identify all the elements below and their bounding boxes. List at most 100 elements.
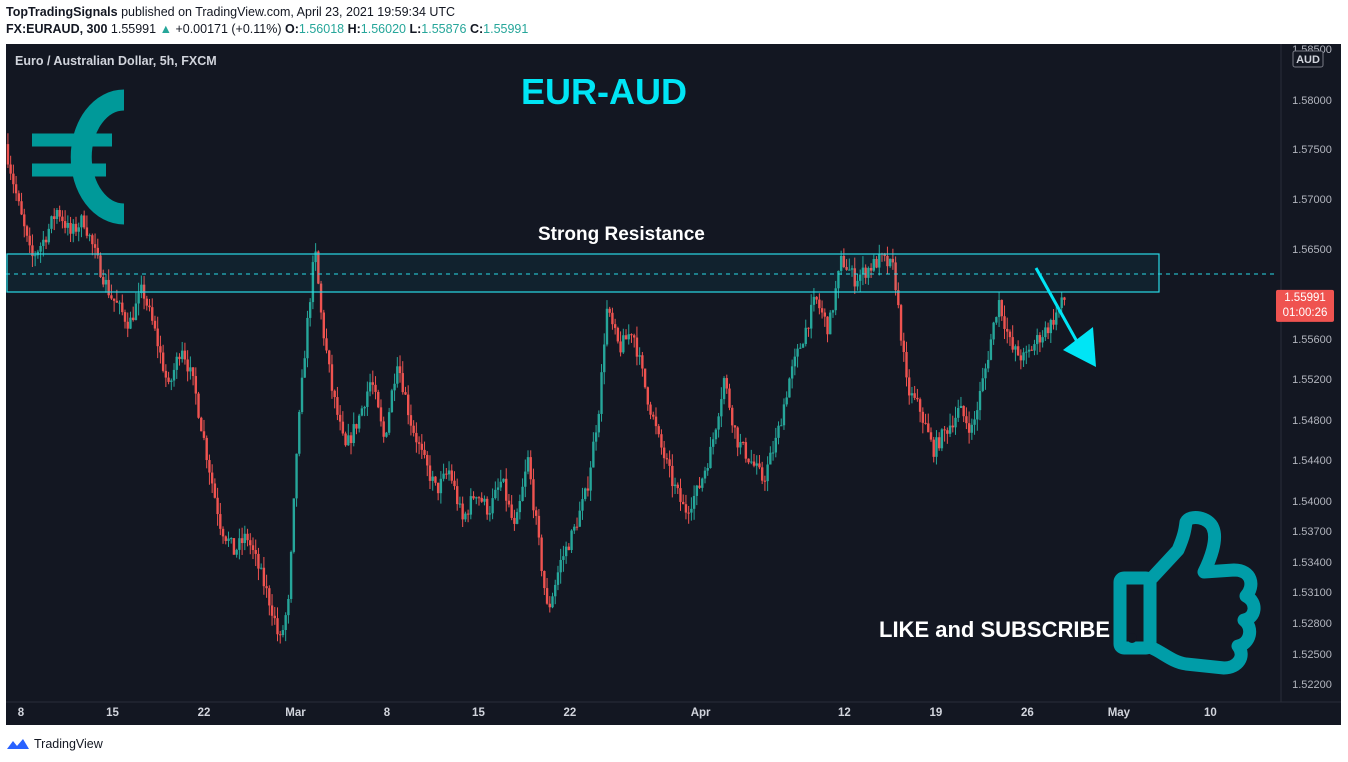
- candle: [249, 533, 252, 555]
- candle: [513, 509, 516, 531]
- candle: [842, 248, 846, 269]
- candle: [1035, 328, 1039, 355]
- candle: [744, 437, 748, 463]
- candle: [311, 255, 315, 310]
- candle: [543, 570, 546, 595]
- candle: [221, 526, 225, 544]
- candle: [908, 369, 911, 405]
- candle: [654, 407, 658, 435]
- candle: [1016, 340, 1020, 356]
- candle: [409, 404, 413, 436]
- candle: [183, 342, 187, 365]
- candle: [466, 509, 470, 523]
- candle: [567, 543, 571, 551]
- footer-brand[interactable]: TradingView: [6, 735, 103, 753]
- candle: [202, 419, 206, 441]
- candle: [758, 455, 761, 470]
- candle: [540, 534, 543, 577]
- candle: [943, 425, 946, 442]
- candle: [578, 501, 581, 527]
- candle: [390, 388, 394, 413]
- price-tick-label: 1.53700: [1292, 526, 1332, 538]
- candle: [137, 282, 140, 316]
- candle: [551, 592, 554, 609]
- candle: [997, 291, 1001, 328]
- chart-title: EUR-AUD: [521, 71, 687, 112]
- candle: [428, 455, 432, 490]
- candle: [913, 385, 916, 401]
- candle: [662, 440, 666, 469]
- candle: [85, 215, 89, 239]
- price-axis[interactable]: 1.585001.580001.575001.570001.565001.556…: [1292, 44, 1332, 691]
- candle: [366, 381, 369, 416]
- candle: [401, 361, 404, 395]
- change-arrow-icon: ▲: [159, 22, 172, 36]
- candle: [788, 377, 791, 398]
- time-axis[interactable]: 8 15 22 Mar 8 15 22 Apr 12 19 26 May 10: [18, 707, 1217, 719]
- candle: [619, 331, 622, 357]
- candle: [333, 389, 336, 409]
- candle: [485, 496, 489, 520]
- time-tick-label: 19: [930, 707, 943, 719]
- price-chart[interactable]: Euro / Australian Dollar, 5h, FXCM EUR-A…: [6, 44, 1341, 725]
- candle: [319, 280, 323, 320]
- candle: [55, 208, 59, 224]
- candle: [153, 315, 157, 331]
- candle: [134, 292, 138, 321]
- candle: [104, 274, 108, 293]
- candle: [532, 468, 535, 519]
- price-tick-label: 1.54800: [1292, 415, 1332, 427]
- candle: [387, 407, 391, 436]
- candle: [910, 386, 914, 404]
- candle: [205, 435, 208, 469]
- candle: [687, 505, 690, 524]
- candle: [325, 328, 328, 354]
- candle: [649, 401, 652, 420]
- candle: [646, 386, 650, 411]
- candle: [426, 451, 429, 477]
- candle: [191, 367, 195, 386]
- time-tick-label: 8: [18, 707, 25, 719]
- candle: [1003, 305, 1006, 340]
- candle: [1044, 321, 1047, 341]
- candle: [232, 538, 236, 555]
- price-tick-label: 1.57500: [1292, 144, 1332, 156]
- resistance-label: Strong Resistance: [538, 224, 705, 245]
- currency-badge[interactable]: AUD: [1292, 50, 1324, 68]
- time-tick-label: 15: [472, 707, 485, 719]
- candle: [752, 453, 756, 468]
- candle: [594, 425, 598, 451]
- candle: [172, 363, 176, 387]
- candle: [924, 413, 927, 425]
- legend-title: Euro / Australian Dollar, 5h, FXCM: [15, 54, 217, 68]
- author-name[interactable]: TopTradingSignals: [6, 5, 118, 19]
- candle: [717, 412, 720, 438]
- candle: [562, 545, 565, 572]
- candle: [227, 531, 230, 547]
- candle: [363, 405, 366, 417]
- candle: [564, 541, 568, 564]
- candle: [785, 391, 788, 407]
- candle: [208, 454, 211, 485]
- candle: [262, 556, 266, 595]
- candle: [450, 464, 453, 484]
- close-label: C:: [469, 22, 484, 36]
- candle: [317, 250, 320, 285]
- candle: [12, 164, 15, 194]
- candle: [44, 236, 48, 250]
- candle: [9, 155, 12, 181]
- candle: [210, 464, 214, 494]
- footer-brand-label: TradingView: [34, 737, 103, 751]
- chart-panel[interactable]: Euro / Australian Dollar, 5h, FXCM EUR-A…: [6, 44, 1341, 725]
- candle: [984, 363, 987, 390]
- candle: [300, 369, 304, 415]
- candle: [630, 333, 633, 343]
- candle: [477, 496, 481, 506]
- candle: [660, 429, 663, 455]
- candle: [967, 411, 971, 444]
- candle: [502, 478, 505, 484]
- candle: [570, 529, 573, 553]
- candle: [368, 373, 372, 397]
- time-tick-label: 26: [1021, 707, 1034, 719]
- candle: [736, 426, 739, 457]
